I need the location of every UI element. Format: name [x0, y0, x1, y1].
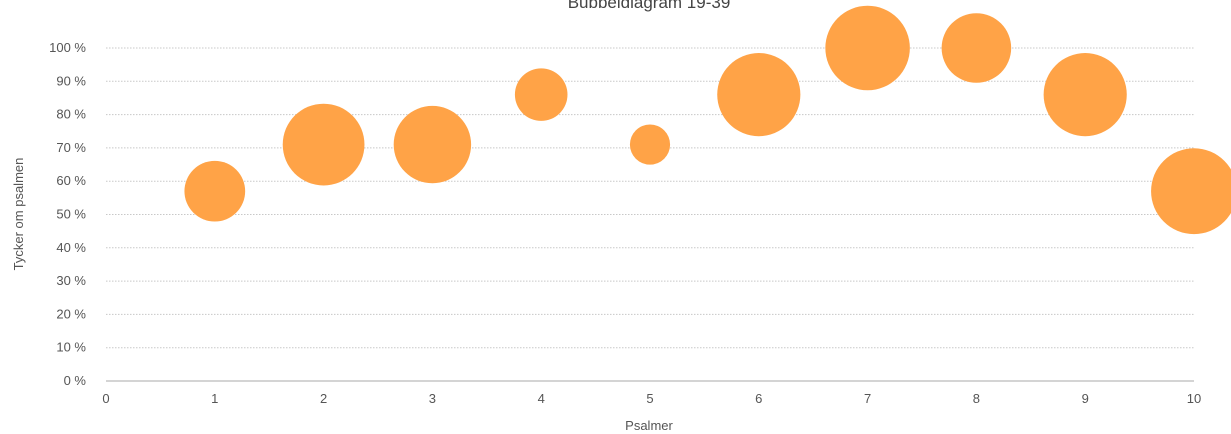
- y-tick-label: 40 %: [56, 240, 86, 255]
- x-tick-label: 10: [1187, 391, 1201, 406]
- x-tick-label: 5: [646, 391, 653, 406]
- bubble: [514, 68, 568, 121]
- y-tick-label: 20 %: [56, 306, 86, 321]
- bubble: [1151, 148, 1231, 235]
- x-axis-ticks: 0 1 2 3 4 5 6 7 8 9 10: [102, 391, 1201, 406]
- bubble: [184, 160, 246, 222]
- y-tick-label: 70 %: [56, 140, 86, 155]
- grid-lines: [106, 47, 1194, 349]
- x-tick-label: 1: [211, 391, 218, 406]
- bubble: [825, 5, 910, 91]
- bubbles: [184, 5, 1231, 235]
- x-tick-label: 9: [1082, 391, 1089, 406]
- y-tick-label: 100 %: [49, 40, 86, 55]
- x-tick-label: 0: [102, 391, 109, 406]
- x-tick-label: 6: [755, 391, 762, 406]
- y-tick-label: 10 %: [56, 340, 86, 355]
- y-tick-label: 0 %: [64, 373, 87, 388]
- bubble: [629, 124, 671, 165]
- y-tick-label: 60 %: [56, 173, 86, 188]
- x-axis-title: Psalmer: [625, 418, 673, 433]
- chart-title: Bubbeldiagram 19-39: [568, 0, 731, 12]
- bubble: [941, 13, 1012, 83]
- x-tick-label: 7: [864, 391, 871, 406]
- bubble: [393, 105, 472, 184]
- y-axis-title: Tycker om psalmen: [11, 158, 26, 271]
- y-tick-label: 50 %: [56, 207, 86, 222]
- y-axis-ticks: 0 % 10 % 20 % 30 % 40 % 50 % 60 % 70 % 80 % 90 % 1…: [49, 40, 86, 388]
- y-tick-label: 30 %: [56, 273, 86, 288]
- x-tick-label: 8: [973, 391, 980, 406]
- x-tick-label: 3: [429, 391, 436, 406]
- x-tick-label: 4: [538, 391, 545, 406]
- bubble: [717, 53, 801, 137]
- y-tick-label: 90 %: [56, 73, 86, 88]
- bubble: [282, 103, 365, 186]
- y-tick-label: 80 %: [56, 107, 86, 122]
- x-tick-label: 2: [320, 391, 327, 406]
- bubble: [1043, 53, 1127, 137]
